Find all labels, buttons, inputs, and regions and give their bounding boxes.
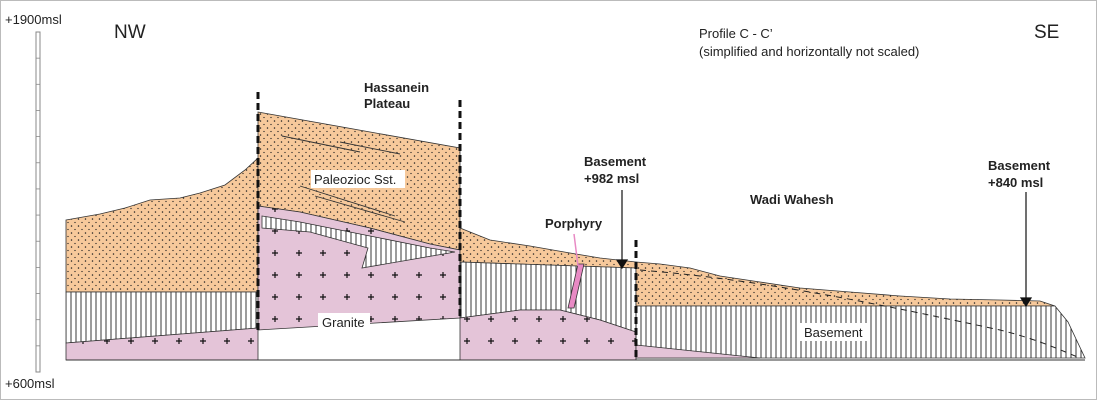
elevation-scale-bar <box>35 31 41 373</box>
paleozoic-label: Paleozioc Sst. <box>314 172 396 187</box>
direction-se-label: SE <box>1034 22 1059 43</box>
basement-right-label-line1: Basement <box>988 158 1051 173</box>
plateau-label-line2: Plateau <box>364 96 410 111</box>
basement-unit-label: Basement <box>804 325 863 340</box>
arrow-basement-right <box>1019 192 1033 308</box>
granite-label-box <box>318 313 370 331</box>
arrow-basement-mid <box>615 190 629 270</box>
direction-nw-label: NW <box>114 22 146 43</box>
profile-title: Profile C - C’ <box>699 26 773 41</box>
paleozoic-label-box <box>311 170 405 188</box>
basement-mid-label-line2: +982 msl <box>584 171 639 186</box>
plateau-bedding-lines <box>281 135 406 223</box>
right-sandstone-unit <box>635 261 1056 307</box>
scale-top-label: +1900msl <box>5 12 62 27</box>
granite-label: Granite <box>322 315 365 330</box>
porphyry-label: Porphyry <box>545 216 603 231</box>
plateau-granite-unit <box>257 205 461 331</box>
scale-bottom-label: +600msl <box>5 376 55 391</box>
wadi-label: Wadi Wahesh <box>750 192 834 207</box>
profile-subtitle: (simplified and horizontally not scaled) <box>699 44 919 59</box>
porphyry-leader <box>573 233 579 267</box>
basement-mid-label-line1: Basement <box>584 154 647 169</box>
basement-unit-label-box <box>800 323 870 341</box>
plateau-label-line1: Hassanein <box>364 80 429 95</box>
plateau-basement-wedge <box>261 215 456 269</box>
basement-right-label-line2: +840 msl <box>988 175 1043 190</box>
right-dashed-contact <box>639 269 1081 359</box>
middle-sandstone-unit <box>459 227 637 269</box>
left-sandstone-unit <box>65 157 259 293</box>
porphyry-dyke <box>567 263 585 309</box>
